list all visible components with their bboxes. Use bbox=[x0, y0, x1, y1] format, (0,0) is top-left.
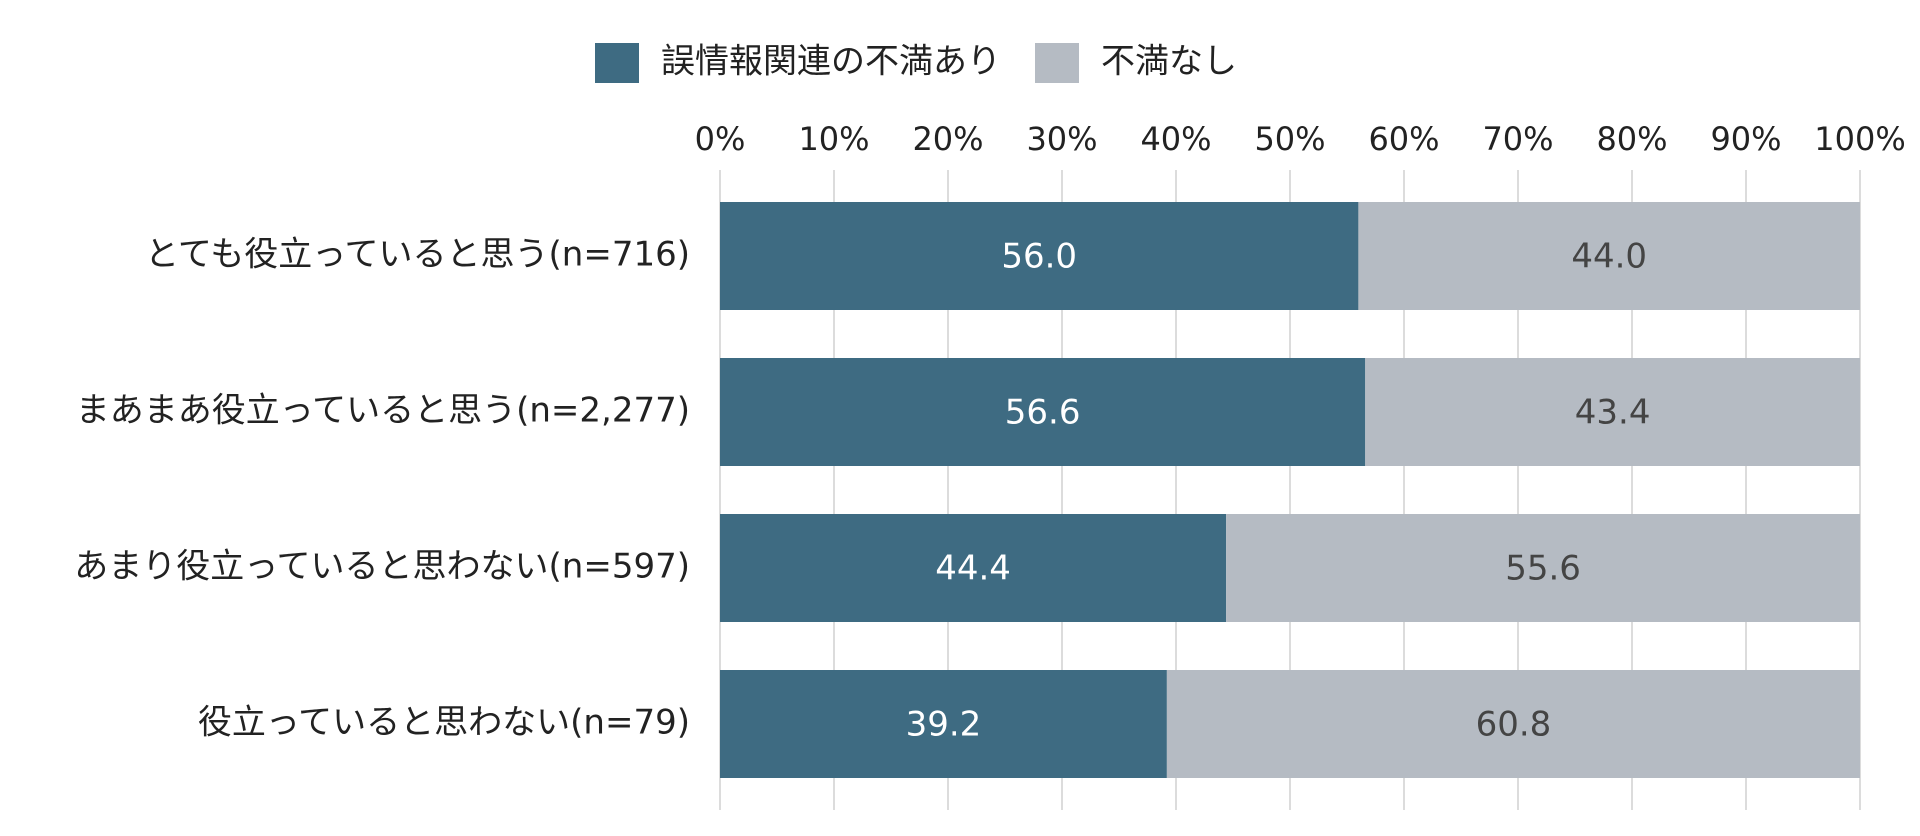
legend-swatch bbox=[595, 43, 639, 83]
bar-segment bbox=[720, 514, 1227, 622]
y-tick-label: まあまあ役立っていると思う(n=2,277) bbox=[76, 391, 690, 431]
bar-segment bbox=[1166, 670, 1860, 778]
x-tick-label: 70% bbox=[1482, 120, 1553, 158]
bar-segment bbox=[1226, 514, 1860, 622]
bar-segment bbox=[1365, 358, 1860, 466]
x-tick-label: 60% bbox=[1368, 120, 1439, 158]
x-tick-label: 20% bbox=[912, 120, 983, 158]
x-tick-label: 40% bbox=[1140, 120, 1211, 158]
y-tick-label: あまり役立っていると思わない(n=597) bbox=[74, 547, 690, 587]
value-label: 56.0 bbox=[1001, 237, 1077, 277]
bar-segment bbox=[720, 358, 1366, 466]
value-label: 56.6 bbox=[1005, 393, 1081, 433]
x-tick-label: 0% bbox=[695, 120, 746, 158]
value-label: 43.4 bbox=[1575, 393, 1651, 433]
y-tick-label: とても役立っていると思う(n=716) bbox=[145, 235, 690, 275]
bar-segment bbox=[1358, 202, 1860, 310]
value-label: 60.8 bbox=[1476, 705, 1552, 745]
legend-swatch bbox=[1035, 43, 1079, 83]
x-tick-label: 90% bbox=[1710, 120, 1781, 158]
bar-segment bbox=[720, 202, 1359, 310]
value-label: 55.6 bbox=[1505, 549, 1581, 589]
y-tick-label: 役立っていると思わない(n=79) bbox=[198, 703, 690, 743]
x-tick-label: 10% bbox=[798, 120, 869, 158]
legend-label: 誤情報関連の不満あり bbox=[661, 42, 1001, 82]
x-tick-label: 30% bbox=[1026, 120, 1097, 158]
value-label: 44.4 bbox=[935, 549, 1011, 589]
x-tick-label: 100% bbox=[1814, 120, 1905, 158]
value-label: 39.2 bbox=[906, 705, 982, 745]
legend-label: 不満なし bbox=[1101, 42, 1237, 82]
bar-segment bbox=[720, 670, 1167, 778]
x-tick-label: 80% bbox=[1596, 120, 1667, 158]
value-label: 44.0 bbox=[1571, 237, 1647, 277]
x-tick-label: 50% bbox=[1254, 120, 1325, 158]
